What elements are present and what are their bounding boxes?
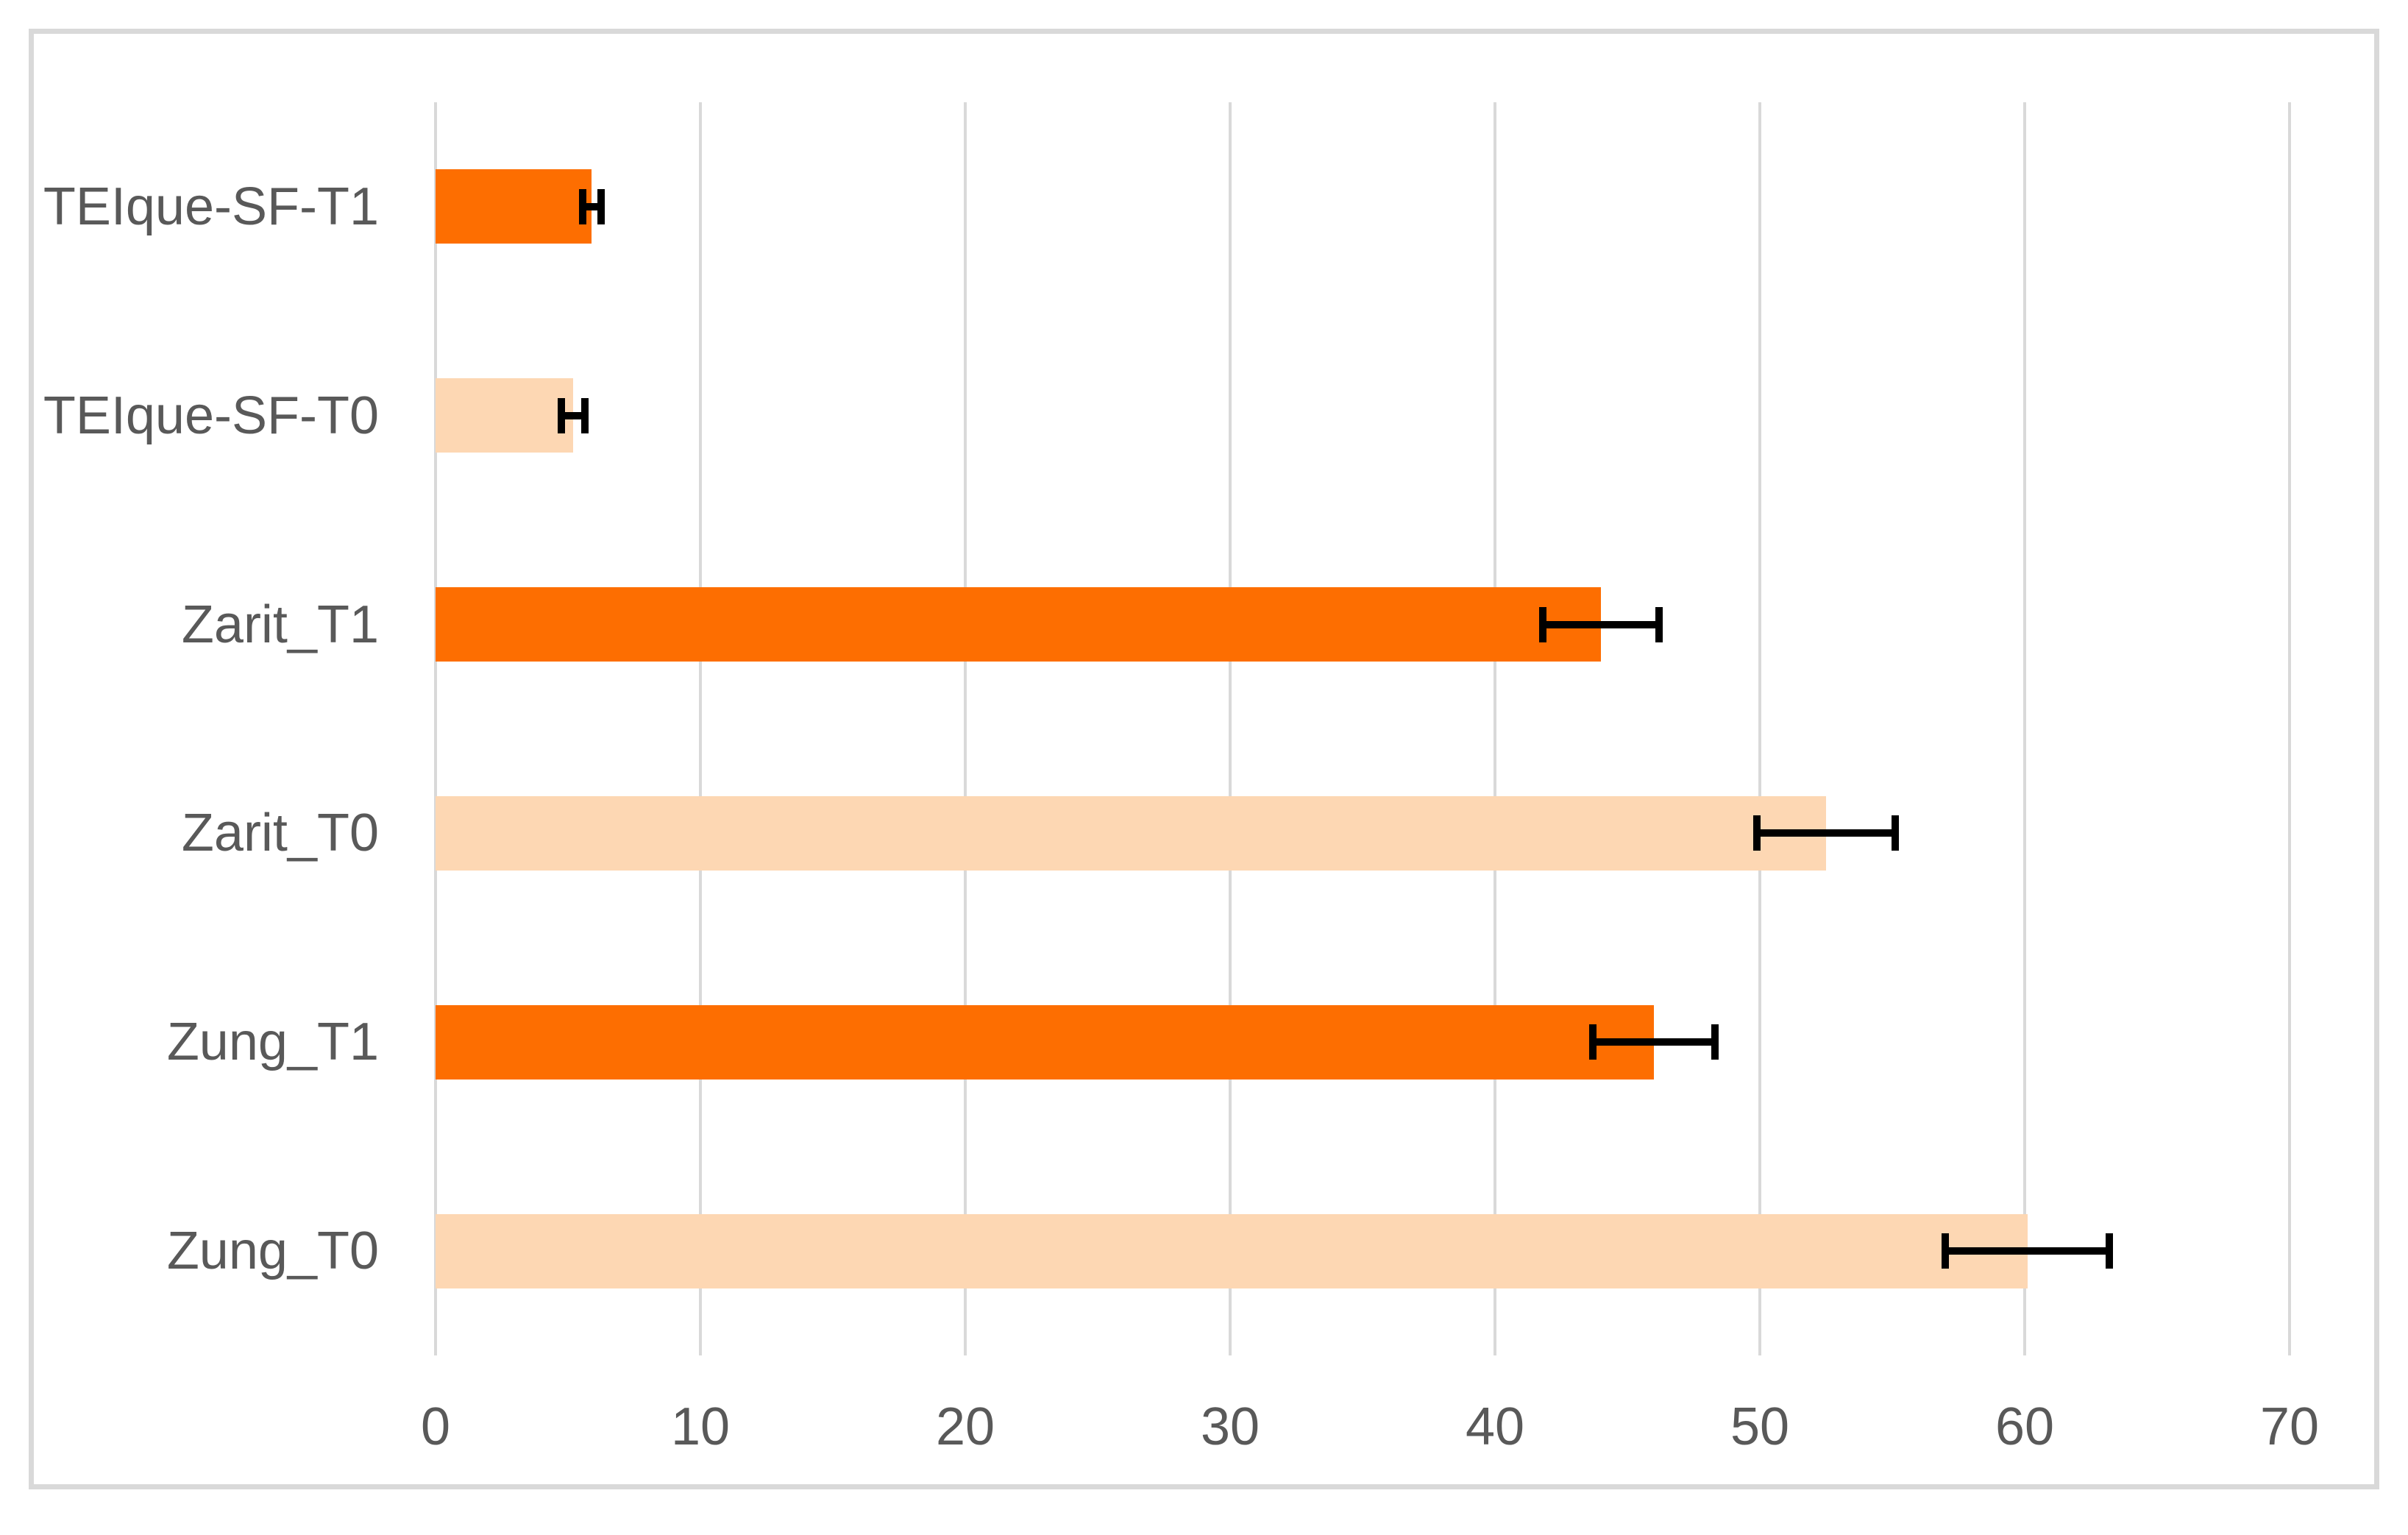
category-label: Zung_T0 [166,1222,379,1281]
category-label: TEIque-SF-T1 [43,177,379,236]
error-bar-line [1945,1247,2110,1255]
gridline [964,102,967,1355]
gridline [1758,102,1761,1355]
category-label: TEIque-SF-T0 [43,386,379,445]
error-bar-cap [1753,815,1761,851]
gridline [699,102,702,1355]
bar [436,169,592,244]
error-bar-line [1757,829,1895,837]
x-axis-tick-label: 70 [2259,1397,2320,1456]
category-label: Zung_T1 [166,1013,379,1072]
gridline [1494,102,1496,1355]
error-bar-cap [2106,1233,2114,1269]
bar [436,587,1601,662]
error-bar-cap [578,188,586,224]
bar [436,1004,1654,1080]
error-bar-cap [581,397,589,433]
x-axis-tick-label: 10 [670,1397,731,1456]
error-bar-cap [1942,1233,1949,1269]
gridline [2023,102,2026,1355]
gridline [2288,102,2291,1355]
error-bar-line [561,411,586,419]
x-axis-tick-label: 30 [1200,1397,1260,1456]
x-axis-tick-label: 20 [935,1397,995,1456]
error-bar-line [1542,620,1660,628]
category-label: Zarit_T1 [181,595,379,654]
gridline [434,102,437,1355]
gridline [1229,102,1232,1355]
bar [436,378,574,453]
x-axis-tick-label: 50 [1730,1397,1790,1456]
bar [436,1213,2028,1288]
bar [436,795,1826,871]
error-bar-cap [1891,815,1899,851]
error-bar-cap [558,397,565,433]
error-bar-cap [1711,1024,1719,1060]
error-bar-cap [597,188,605,224]
category-label: Zarit_T0 [181,804,379,863]
error-bar-cap [1538,606,1546,642]
error-bar-line [582,202,601,210]
error-bar-cap [1589,1024,1597,1060]
x-axis-tick-label: 40 [1465,1397,1525,1456]
error-bar-line [1593,1038,1715,1046]
error-bar-cap [1655,606,1663,642]
x-axis-tick-label: 0 [420,1397,451,1456]
x-axis-tick-label: 60 [1995,1397,2055,1456]
